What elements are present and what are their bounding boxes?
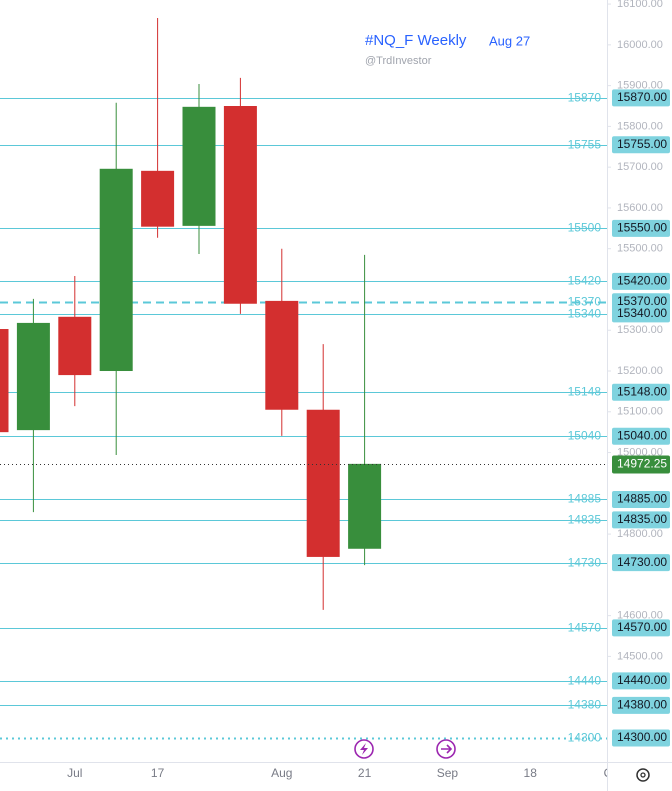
y-tick-label: 15900.00 [617, 80, 663, 92]
date-label: Aug 27 [489, 33, 530, 48]
x-tick-label: Jul [67, 766, 82, 780]
level-label: 15870 [568, 91, 602, 105]
level-tag: 15755.00 [617, 137, 667, 151]
level-label: 14570 [568, 621, 602, 635]
level-label: 14730 [568, 556, 602, 570]
candle-body [58, 316, 92, 376]
y-tick-label: 15200.00 [617, 365, 663, 377]
level-label: 14300 [568, 731, 602, 745]
level-tag-box [612, 619, 670, 637]
y-tick-label: 15100.00 [617, 406, 663, 418]
level-label: 14440 [568, 674, 602, 688]
level-tag: 15420.00 [617, 273, 667, 287]
level-tag-box [612, 490, 670, 508]
x-tick-label: Aug [271, 766, 292, 780]
settings-icon[interactable] [636, 768, 650, 782]
level-tag: 15550.00 [617, 220, 667, 234]
last-price-box [612, 455, 670, 474]
level-label: 15148 [568, 385, 602, 399]
level-tag: 15370.00 [617, 294, 667, 308]
event-icon[interactable] [354, 739, 374, 759]
candle-body [306, 409, 340, 557]
level-tag-box [612, 554, 670, 572]
level-tag-box [612, 427, 670, 445]
level-label: 15420 [568, 274, 602, 288]
level-tag-box [612, 272, 670, 290]
level-tag: 15148.00 [617, 384, 667, 398]
level-tag: 14440.00 [617, 673, 667, 687]
y-tick-label: 14800.00 [617, 528, 663, 540]
level-tag: 15340.00 [617, 306, 667, 320]
y-tick-label: 15600.00 [617, 202, 663, 214]
candle-body [223, 106, 257, 304]
level-tag: 14570.00 [617, 620, 667, 634]
x-tick-label: 18 [524, 766, 538, 780]
last-price-label: 14972.25 [617, 457, 667, 471]
level-tag: 14835.00 [617, 512, 667, 526]
candle-body [141, 170, 175, 227]
level-label: 15340 [568, 307, 602, 321]
x-tick-label: Oct [604, 766, 623, 780]
level-label: 14835 [568, 513, 602, 527]
y-tick-label: 15000.00 [617, 446, 663, 458]
x-tick-label: 17 [151, 766, 165, 780]
level-tag-box [612, 136, 670, 154]
x-tick-label: Sep [437, 766, 459, 780]
level-tag-box [612, 696, 670, 714]
candle-body [99, 168, 133, 372]
level-tag-box [612, 511, 670, 529]
level-label: 15755 [568, 138, 602, 152]
y-tick-label: 15300.00 [617, 324, 663, 336]
level-tag: 14885.00 [617, 492, 667, 506]
level-tag: 15870.00 [617, 90, 667, 104]
candle-body [16, 322, 50, 431]
y-tick-label: 16000.00 [617, 39, 663, 51]
level-tag: 14730.00 [617, 555, 667, 569]
level-label: 14885 [568, 492, 602, 506]
level-tag-box [612, 89, 670, 107]
y-tick-label: 16100.00 [617, 0, 663, 10]
candle-body [265, 300, 299, 410]
level-tag-box [612, 383, 670, 401]
level-label: 15040 [568, 429, 602, 443]
candle-body [348, 463, 382, 549]
level-tag-box [612, 672, 670, 690]
level-label: 15370 [568, 295, 602, 309]
level-tag-box [612, 729, 670, 747]
candle-body [182, 106, 216, 226]
level-label: 15500 [568, 221, 602, 235]
event-icon[interactable] [436, 739, 456, 759]
y-tick-label: 15800.00 [617, 120, 663, 132]
level-tag-box [612, 305, 670, 323]
y-tick-label: 14500.00 [617, 650, 663, 662]
level-tag: 14380.00 [617, 698, 667, 712]
y-tick-label: 14600.00 [617, 610, 663, 622]
candle-body [0, 329, 9, 433]
level-tag: 15040.00 [617, 428, 667, 442]
level-label: 14380 [568, 698, 602, 712]
x-tick-label: 21 [358, 766, 372, 780]
author: @TrdInvestor [365, 55, 432, 67]
y-tick-label: 15700.00 [617, 161, 663, 173]
y-tick-label: 15500.00 [617, 243, 663, 255]
level-tag-box [612, 219, 670, 237]
chart-title: #NQ_F Weekly [365, 32, 467, 49]
level-tag: 14300.00 [617, 730, 667, 744]
